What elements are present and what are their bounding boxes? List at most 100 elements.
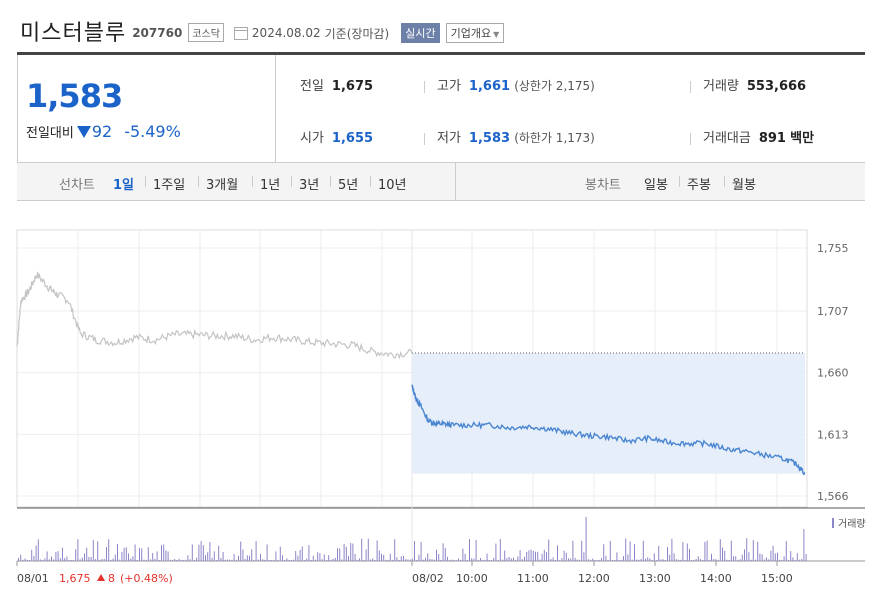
today-price-line [411,384,806,476]
volume-bar [268,560,270,561]
tab-5y[interactable]: 5년 [338,178,359,193]
volume-bar [42,559,44,561]
volume-bar [20,554,22,561]
volume-bar [185,559,187,561]
volume-bar [48,559,50,561]
volume-bar [90,557,92,561]
tab-1d[interactable]: 1일 [113,178,135,193]
volume-bar [196,557,198,561]
tab-3m[interactable]: 3개월 [206,178,239,193]
volume-bar [447,556,448,561]
volume-bar [473,558,475,561]
volume-bar [603,544,605,561]
volume-bar [449,559,451,561]
stat-amount-unit: 백만 [790,131,815,146]
volume-bar [271,560,272,561]
volume-bar [299,549,301,561]
quote-basis: 기준(장마감) [324,26,390,41]
volume-bar [284,560,286,561]
volume-bar [103,558,105,561]
tab-weekly-candle[interactable]: 주봉 [687,178,711,193]
volume-bar [92,539,94,561]
volume-bar [101,559,103,561]
volume-bar [717,560,719,561]
x-tick-label: 08/02 [412,572,444,585]
volume-bar [26,559,28,561]
volume-bar [649,558,651,561]
volume-bar [381,553,382,561]
volume-bar [772,545,774,561]
x-tick-label: 15:00 [761,572,793,585]
volume-bar [484,559,486,561]
tab-10y[interactable]: 10년 [378,178,407,193]
volume-bar [799,559,800,561]
volume-bar [68,560,70,561]
volume-bar [235,559,237,561]
volume-bar [680,559,682,561]
volume-bar [238,555,239,561]
company-info-dropdown[interactable]: 기업개요 ▼ [445,22,505,43]
tab-1y[interactable]: 1년 [260,178,281,193]
x-tick-label: 08/01 [17,572,49,585]
volume-bar [317,552,319,561]
volume-bar [66,556,68,561]
stat-open: 시가 1,655 [300,127,373,146]
volume-bar [462,548,464,561]
volume-bar [752,540,754,561]
volume-bar [222,552,224,561]
volume-bar [40,559,41,561]
volume-bar [497,560,499,561]
volume-bar [249,555,250,561]
volume-bar [147,547,149,561]
volume-bar [62,547,63,561]
volume-bar [86,547,88,561]
volume-bar [664,560,666,561]
volume-bar [453,560,455,561]
volume-bar [711,553,712,561]
volume-bar [411,558,413,561]
tab-daily-candle[interactable]: 일봉 [644,178,668,193]
volume-bar [605,555,607,561]
volume-bar [700,559,701,561]
x-tick-label: 12:00 [578,572,610,585]
volume-bar [631,559,633,561]
volume-bar [286,558,288,561]
volume-bar [537,551,539,561]
tab-monthly-candle[interactable]: 월봉 [732,178,756,193]
realtime-button[interactable]: 실시간 [401,22,440,43]
tab-separator [724,176,725,187]
tab-3y[interactable]: 3년 [299,178,320,193]
volume-bar [563,550,565,561]
volume-bar [191,544,193,561]
volume-bar [543,549,545,561]
volume-bar [455,560,457,561]
volume-bar [686,543,688,561]
volume-bar [488,560,490,561]
tab-1w[interactable]: 1주일 [153,178,186,193]
volume-bar [224,559,226,561]
volume-bar [33,555,35,561]
volume-bar [695,559,697,561]
volume-bar [123,547,125,561]
volume-bar [495,543,497,561]
company-info-label: 기업개요 [450,26,492,40]
volume-bar [136,560,138,561]
volume-bar [719,539,721,561]
stat-lower-limit: (하한가 1,173) [514,131,595,145]
stock-code: 207760 [132,26,183,40]
x-tick-label: 13:00 [639,572,671,585]
stat-high-value: 1,661 [468,79,511,94]
volume-bar [689,548,690,561]
y-tick-label: 1,660 [817,367,849,380]
quote-date: 2024.08.02 [251,26,321,40]
prev-day-pct: (+0.48%) [120,572,173,585]
volume-bar [264,559,266,561]
volume-bar [504,550,506,561]
volume-bar [339,548,341,561]
volume-bar [590,559,591,561]
volume-bar [722,547,723,561]
volume-bar [361,538,363,561]
candle-chart-label: 봉차트 [585,178,621,193]
stat-volume-value: 553,666 [746,79,807,94]
